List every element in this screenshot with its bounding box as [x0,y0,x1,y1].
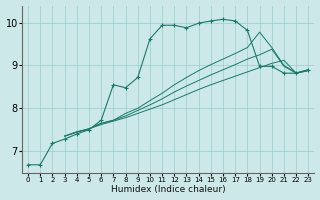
X-axis label: Humidex (Indice chaleur): Humidex (Indice chaleur) [111,185,226,194]
